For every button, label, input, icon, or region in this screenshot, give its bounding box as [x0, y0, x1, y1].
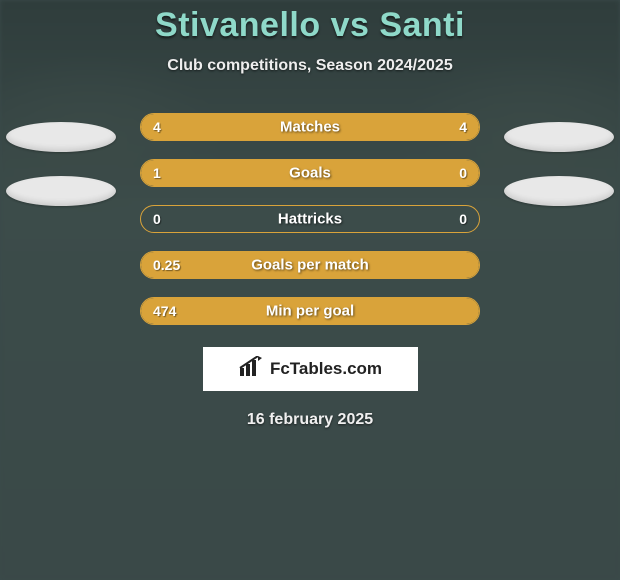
player-badge: [6, 176, 116, 206]
player-badge: [6, 122, 116, 152]
logo-text: FcTables.com: [270, 359, 382, 379]
stat-value-right: 0: [459, 211, 467, 227]
player-badge: [504, 122, 614, 152]
stat-bar: 0 0 Hattricks: [140, 205, 480, 233]
stat-value-left: 4: [153, 119, 161, 135]
stat-value-left: 0: [153, 211, 161, 227]
stat-value-left: 1: [153, 165, 161, 181]
stat-bar: 1 0 Goals: [140, 159, 480, 187]
stat-row: 0.25 Goals per match: [0, 251, 620, 279]
date-label: 16 february 2025: [247, 411, 373, 429]
stat-row: 474 Min per goal: [0, 297, 620, 325]
stat-value-left: 0.25: [153, 257, 180, 273]
bar-chart-icon: [238, 356, 264, 383]
subtitle: Club competitions, Season 2024/2025: [167, 57, 452, 75]
fctables-logo[interactable]: FcTables.com: [203, 347, 418, 391]
stat-label: Goals per match: [251, 257, 369, 274]
stat-label: Goals: [289, 165, 331, 182]
stat-value-right: 4: [459, 119, 467, 135]
stat-bar: 4 4 Matches: [140, 113, 480, 141]
stat-row: 0 0 Hattricks: [0, 205, 620, 233]
stat-value-right: 0: [459, 165, 467, 181]
stat-bar: 0.25 Goals per match: [140, 251, 480, 279]
stat-label: Min per goal: [266, 303, 354, 320]
stat-label: Matches: [280, 119, 340, 136]
player-badge: [504, 176, 614, 206]
page-title: Stivanello vs Santi: [155, 6, 465, 45]
stat-bar: 474 Min per goal: [140, 297, 480, 325]
stat-value-left: 474: [153, 303, 176, 319]
stat-label: Hattricks: [278, 211, 342, 228]
